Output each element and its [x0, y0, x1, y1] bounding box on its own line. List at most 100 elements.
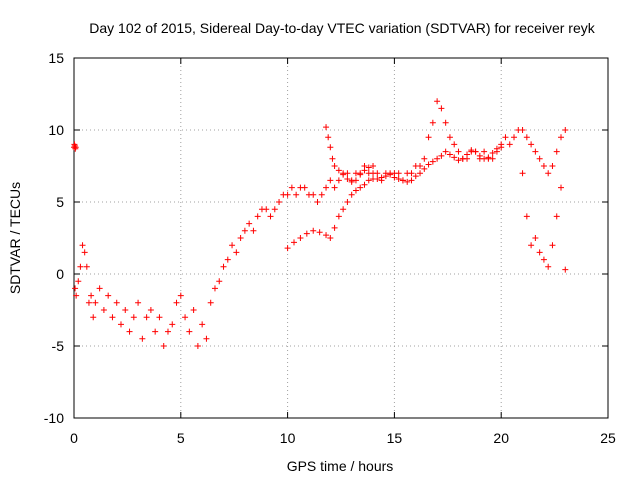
data-point [464, 151, 471, 158]
data-point [442, 119, 449, 126]
x-tick-label: 15 [387, 430, 403, 446]
data-point [327, 144, 334, 151]
data-point [438, 105, 445, 112]
data-point [263, 206, 270, 213]
data-point [553, 148, 560, 155]
data-point [429, 119, 436, 126]
data-point [207, 299, 214, 306]
data-point [455, 157, 462, 164]
data-point [81, 249, 88, 256]
data-point [549, 242, 556, 249]
data-point [357, 171, 364, 178]
data-point [493, 145, 500, 152]
data-point [511, 134, 518, 141]
data-point [446, 134, 453, 141]
data-point [323, 184, 330, 191]
data-point [348, 178, 355, 185]
data-point [73, 292, 80, 299]
data-point [502, 134, 509, 141]
data-point [558, 134, 565, 141]
data-point [288, 184, 295, 191]
y-tick-label: 15 [48, 50, 64, 66]
data-point [331, 224, 338, 231]
data-point [169, 321, 176, 328]
data-point [519, 127, 526, 133]
data-point [164, 328, 171, 335]
data-point [143, 314, 150, 321]
data-point [291, 239, 298, 246]
data-point [489, 155, 496, 162]
data-point [378, 174, 385, 181]
data-point [72, 144, 79, 151]
data-point [335, 177, 342, 184]
data-point [365, 164, 372, 171]
x-axis-label: GPS time / hours [287, 458, 394, 474]
y-tick-label: -5 [52, 338, 65, 354]
data-point [370, 163, 377, 169]
data-point [365, 177, 372, 184]
data-point [182, 314, 189, 321]
data-point [105, 292, 112, 299]
data-point [506, 141, 513, 148]
data-point [404, 178, 411, 185]
data-point [297, 235, 304, 241]
data-point [327, 235, 334, 241]
data-point [323, 124, 330, 131]
data-point [241, 227, 248, 234]
data-point [412, 173, 419, 180]
data-point [211, 285, 218, 292]
data-point [92, 299, 99, 306]
data-point [481, 148, 488, 155]
data-point [523, 134, 530, 141]
data-point [156, 314, 163, 321]
data-point [540, 256, 547, 263]
data-point [442, 148, 449, 155]
data-point [160, 343, 167, 349]
data-point [271, 206, 278, 213]
data-point [135, 299, 142, 306]
data-point [540, 163, 547, 169]
data-point [186, 328, 193, 335]
data-point [194, 343, 201, 349]
data-point [152, 328, 159, 335]
data-point [553, 213, 560, 220]
data-point [523, 213, 530, 220]
data-point [481, 155, 488, 162]
chart-title: Day 102 of 2015, Sidereal Day-to-day VTE… [89, 20, 595, 36]
data-point [472, 148, 479, 155]
data-point [425, 161, 432, 168]
data-point [399, 177, 406, 184]
data-point [284, 191, 291, 198]
data-point [434, 155, 441, 162]
data-point [331, 184, 338, 191]
x-tick-label: 20 [493, 430, 509, 446]
data-point [267, 213, 274, 220]
data-point [417, 163, 424, 169]
data-point [117, 321, 124, 328]
data-point [331, 163, 338, 169]
data-point [532, 235, 539, 241]
data-point [429, 158, 436, 165]
data-point [519, 170, 526, 177]
data-point [284, 245, 291, 252]
data-point [75, 278, 82, 285]
data-point [352, 177, 359, 184]
data-point [549, 163, 556, 169]
data-point [229, 242, 236, 249]
data-point [340, 171, 347, 178]
data-point [344, 175, 351, 182]
x-tick-label: 25 [600, 430, 616, 446]
data-point [387, 171, 394, 178]
data-point [96, 285, 103, 292]
data-point [395, 170, 402, 177]
data-point [72, 285, 79, 292]
data-point [528, 141, 535, 148]
data-point [536, 249, 543, 256]
data-point [113, 299, 120, 306]
data-point [301, 184, 308, 191]
data-point [220, 263, 227, 270]
data-point [293, 191, 300, 198]
data-point [323, 232, 330, 239]
data-point [459, 155, 466, 162]
